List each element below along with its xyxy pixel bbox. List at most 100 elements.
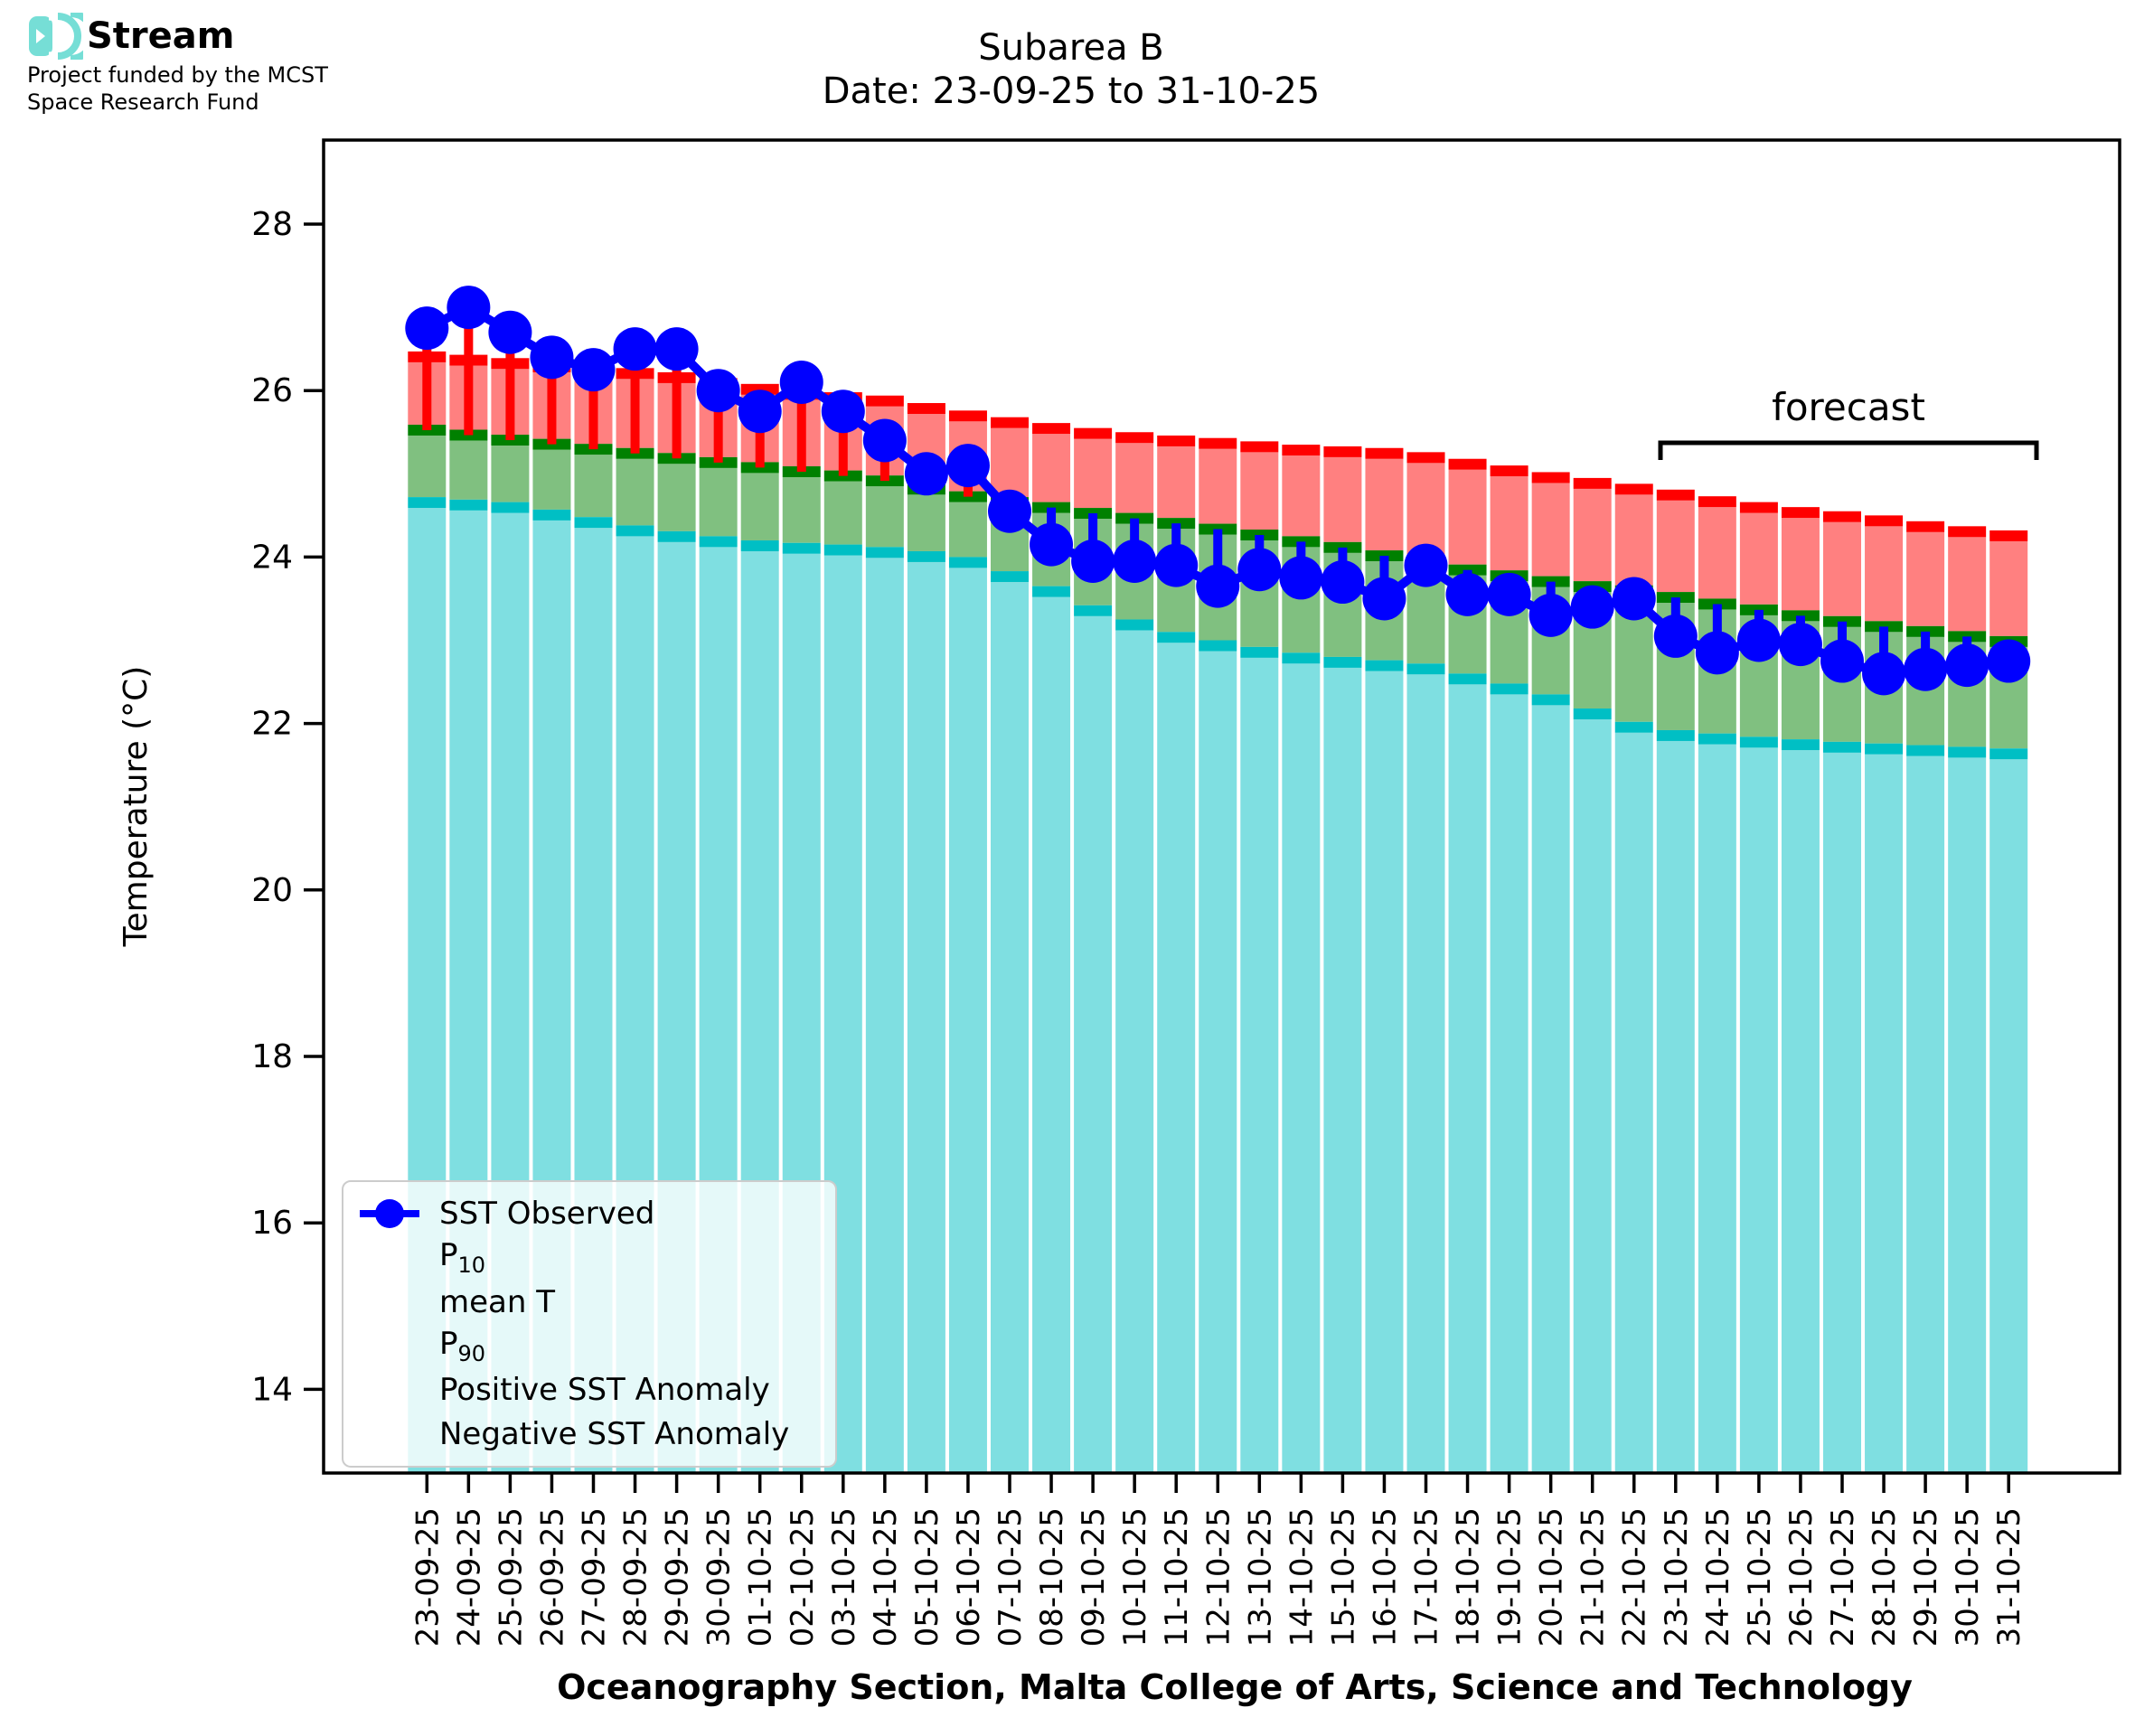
p10-cap [1490, 683, 1528, 695]
p10-band [1074, 615, 1113, 1473]
bar-group-07-10-25 [991, 417, 1029, 1473]
p90-cap [1989, 530, 2028, 541]
p90-swatch-icon [360, 1332, 419, 1359]
y-tick-label: 20 [251, 872, 293, 909]
legend-item-positive-anomaly: Positive SST Anomaly [360, 1369, 819, 1411]
p10-cap [740, 540, 779, 551]
x-tick-label: 20-10-25 [1534, 1507, 1570, 1647]
p90-cap [1406, 452, 1445, 464]
p10-band [1032, 596, 1071, 1473]
legend-label: SST Observed [439, 1196, 655, 1232]
p10-band [1199, 651, 1237, 1473]
p10-cap [1739, 737, 1778, 748]
x-tick-label: 04-10-25 [868, 1507, 904, 1647]
y-tick-label: 24 [251, 539, 293, 576]
bar-group-26-10-25 [1781, 507, 1820, 1473]
p10-cap [408, 497, 447, 509]
legend-label: P90 [439, 1325, 486, 1366]
p10-band [1448, 684, 1487, 1473]
p10-cap [865, 547, 904, 558]
sst-observed-dot [821, 389, 865, 434]
p10-cap [574, 517, 613, 529]
p90-band [1323, 456, 1362, 542]
x-tick-label: 06-10-25 [951, 1507, 987, 1647]
p10-band [1240, 657, 1279, 1473]
p10-band [1865, 754, 1904, 1473]
bar-group-14-10-25 [1282, 445, 1321, 1473]
sst-observed-dot [613, 327, 657, 371]
x-tick-label: 15-10-25 [1325, 1507, 1361, 1647]
legend-item-p90: P90 [360, 1325, 819, 1366]
x-tick-label: 27-09-25 [577, 1507, 613, 1647]
p10-band [1906, 755, 1945, 1473]
p90-cap [1074, 427, 1113, 439]
p90-cap [1823, 511, 1861, 522]
legend-item-sst-observed: SST Observed [360, 1193, 819, 1234]
p90-cap [1365, 447, 1404, 459]
brand-name: Stream [87, 15, 235, 57]
bar-group-16-10-25 [1365, 447, 1404, 1473]
sst-observed-dot [1030, 522, 1074, 567]
p10-band [1989, 759, 2028, 1473]
legend-label: mean T [439, 1283, 555, 1320]
p10-band [1531, 705, 1570, 1473]
p10-band [865, 558, 904, 1473]
sst-observed-dot [1778, 623, 1822, 667]
x-tick-label: 25-10-25 [1742, 1507, 1778, 1647]
y-tick-label: 28 [251, 206, 293, 243]
p10-band [1282, 663, 1321, 1473]
p10-cap [699, 536, 738, 548]
x-tick-label: 29-10-25 [1908, 1507, 1944, 1647]
sst-observed-dot [1987, 639, 2031, 683]
p10-cap [1199, 640, 1237, 652]
p10-cap [907, 550, 945, 562]
p10-cap [491, 502, 530, 513]
y-tick-label: 18 [251, 1038, 293, 1075]
sst-observed-dot [1904, 647, 1948, 691]
bar-group-04-10-25 [865, 395, 904, 1473]
mean-band [408, 435, 447, 498]
p10-cap [1157, 632, 1196, 643]
stream-logo-icon [29, 13, 83, 60]
p90-band [1199, 448, 1237, 524]
bar-group-11-10-25 [1157, 435, 1196, 1473]
sst-observed-dot [1196, 564, 1240, 608]
p90-cap [1739, 502, 1778, 513]
p10-swatch-icon [360, 1244, 419, 1272]
legend-item-negative-anomaly: Negative SST Anomaly [360, 1413, 819, 1455]
legend-label: Negative SST Anomaly [439, 1415, 790, 1452]
p10-cap [1365, 660, 1404, 671]
sst-observed-dot [779, 360, 823, 404]
p10-cap [1323, 656, 1362, 668]
x-tick-label: 26-10-25 [1783, 1507, 1820, 1647]
legend-label: P10 [439, 1237, 486, 1279]
sst-observed-dot [988, 489, 1031, 533]
p90-band [1032, 434, 1071, 502]
mean-band [948, 502, 987, 558]
p90-band [1573, 488, 1612, 582]
p90-band [1698, 507, 1736, 599]
negative-anomaly-swatch-icon [360, 1421, 419, 1448]
chart-title-line2: Date: 23-09-25 to 31-10-25 [823, 70, 1321, 112]
p90-cap [907, 403, 945, 415]
p90-band [1781, 518, 1820, 611]
p10-cap [1531, 694, 1570, 706]
sst-observed-marker-icon [360, 1199, 419, 1228]
mean-band [782, 477, 821, 543]
bar-group-22-10-25 [1614, 483, 1653, 1473]
y-tick-label: 26 [251, 372, 293, 409]
x-tick-label: 29-09-25 [660, 1507, 696, 1647]
sst-observed-dot [1154, 543, 1199, 587]
x-tick-label: 17-10-25 [1409, 1507, 1445, 1647]
p90-cap [1282, 445, 1321, 456]
p10-cap [1989, 748, 2028, 760]
sst-observed-dot [738, 389, 782, 434]
x-tick-label: 14-10-25 [1284, 1507, 1320, 1647]
p10-cap [1282, 652, 1321, 664]
sst-observed-dot [405, 306, 449, 351]
mean-band [865, 486, 904, 548]
mean-band [491, 446, 530, 502]
x-tick-label: 23-09-25 [409, 1507, 446, 1647]
bar-group-23-10-25 [1656, 489, 1695, 1473]
